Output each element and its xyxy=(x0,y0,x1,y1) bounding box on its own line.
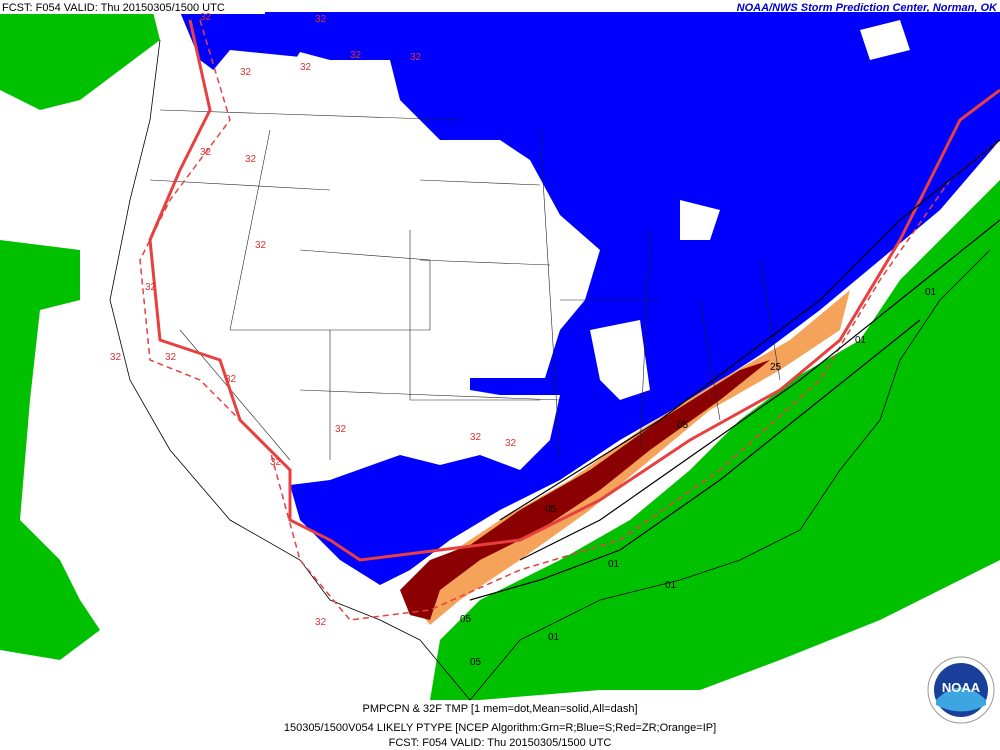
logo-wave xyxy=(936,687,986,712)
no-precip-area xyxy=(860,20,910,60)
precip-label: 05 xyxy=(470,657,482,668)
footer-line: PMPCPN & 32F TMP [1 mem=dot,Mean=solid,A… xyxy=(362,703,637,715)
temperature-label: 32 xyxy=(300,62,312,73)
temperature-label: 32 xyxy=(240,67,252,78)
temperature-label: 32 xyxy=(270,457,282,468)
temperature-label: 32 xyxy=(315,14,327,25)
freezing-line-members xyxy=(139,19,1000,621)
freezing-line-mean xyxy=(148,19,1000,562)
temperature-label: 32 xyxy=(110,352,122,363)
precip-contours xyxy=(469,139,1000,601)
rain-area xyxy=(0,0,160,110)
precip-label: 05 xyxy=(677,420,689,431)
header-credit: NOAA/NWS Storm Prediction Center, Norman… xyxy=(737,2,998,14)
header-backdrop xyxy=(0,0,265,14)
rain-area xyxy=(430,180,1000,700)
snow-area xyxy=(180,12,1000,585)
state-borders xyxy=(149,109,781,461)
temperature-label: 32 xyxy=(315,617,327,628)
precip-label: 01 xyxy=(665,580,677,591)
footer-line: FCST: F054 VALID: Thu 20150305/1500 UTC xyxy=(389,737,612,749)
precip-label: 05 xyxy=(460,614,472,625)
temperature-label: 32 xyxy=(165,352,177,363)
footer-line: 150305/1500V054 LIKELY PTYPE [NCEP Algor… xyxy=(284,722,716,734)
snow-gaps xyxy=(200,20,910,470)
header-title: FCST: F054 VALID: Thu 20150305/1500 UTC xyxy=(2,2,225,14)
temperature-label: 32 xyxy=(255,240,267,251)
temperature-label: 32 xyxy=(350,50,362,61)
precip-label: 01 xyxy=(608,559,620,570)
temperature-label: 32 xyxy=(470,432,482,443)
temperature-label: 32 xyxy=(335,424,347,435)
temperature-label: 32 xyxy=(200,12,212,23)
precip-label: 01 xyxy=(925,287,937,298)
precip-label: 01 xyxy=(855,335,867,346)
coastline xyxy=(109,39,991,701)
contour-labels: 32 32 32 32 32 32 32 32 32 32 32 32 32 32 32 32 32 32 05 05… xyxy=(110,12,937,668)
no-precip-area xyxy=(680,200,720,240)
rain-areas xyxy=(0,0,1000,700)
temperature-label: 32 xyxy=(410,52,422,63)
temperature-label: 32 xyxy=(200,147,212,158)
no-precip-area xyxy=(590,320,650,400)
temperature-label: 32 xyxy=(505,438,517,449)
borders xyxy=(109,39,991,701)
logo-text: NOAA xyxy=(942,680,981,695)
freezing-rain-area xyxy=(400,360,770,620)
temperature-label: 32 xyxy=(145,282,157,293)
temperature-label: 32 xyxy=(245,154,257,165)
precip-label: 01 xyxy=(548,632,560,643)
precip-label: 25 xyxy=(770,362,782,373)
no-precip-area xyxy=(200,50,560,470)
temperature-label: 32 xyxy=(225,374,237,385)
precip-label: 05 xyxy=(545,504,557,515)
rain-area xyxy=(0,240,100,660)
noaa-logo: NOAA xyxy=(927,656,995,724)
